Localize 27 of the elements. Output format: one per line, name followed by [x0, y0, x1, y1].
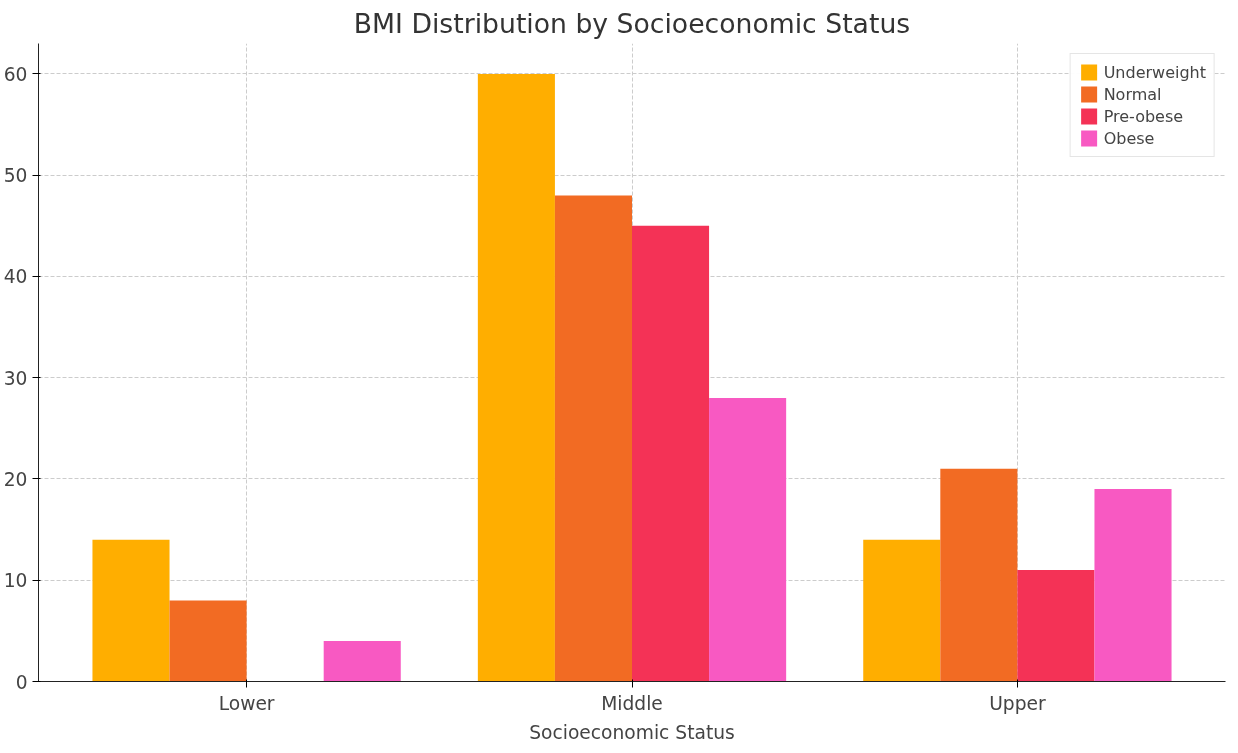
- bar: [1017, 570, 1095, 682]
- bar: [323, 640, 401, 682]
- bar: [1094, 489, 1172, 682]
- y-tick-label: 0: [15, 671, 28, 693]
- bar: [940, 468, 1018, 682]
- bar: [477, 73, 555, 682]
- legend-label: Normal: [1103, 84, 1162, 104]
- bar: [169, 600, 247, 682]
- x-tick-label: Middle: [601, 692, 663, 714]
- x-tick-label: Lower: [218, 692, 275, 714]
- bar: [709, 397, 787, 682]
- y-tick-label: 60: [3, 63, 28, 85]
- y-tick-label: 40: [3, 266, 28, 288]
- y-tick-label: 50: [3, 165, 28, 187]
- bar: [554, 195, 632, 682]
- bar: [632, 225, 710, 682]
- legend-label: Pre-obese: [1103, 106, 1184, 126]
- chart-title: BMI Distribution by Socioeconomic Status: [353, 7, 911, 39]
- bar: [863, 539, 941, 682]
- x-axis-title: Socioeconomic Status: [529, 721, 735, 743]
- bar: [92, 539, 170, 682]
- y-tick-label: 30: [3, 367, 28, 389]
- x-tick-label: Upper: [989, 692, 1046, 714]
- y-tick-label: 10: [3, 570, 28, 592]
- legend-label: Obese: [1103, 128, 1155, 148]
- legend-label: Underweight: [1103, 62, 1206, 82]
- y-tick-label: 20: [3, 468, 28, 490]
